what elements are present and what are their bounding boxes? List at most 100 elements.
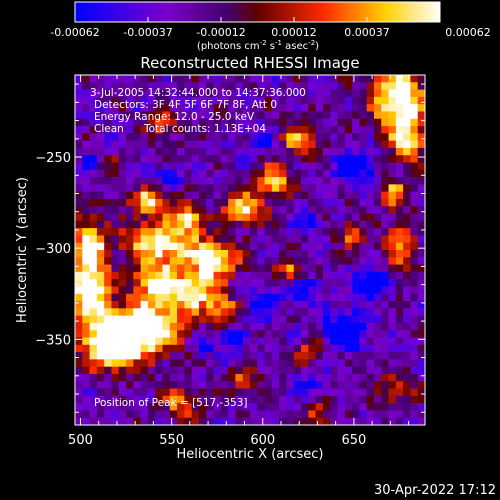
heatmap-cell <box>337 293 346 302</box>
heatmap-cell <box>271 395 280 404</box>
heatmap-cell <box>257 133 265 142</box>
heatmap-cell <box>322 155 331 163</box>
heatmap-cell <box>191 155 200 163</box>
heatmap-cell <box>191 104 200 112</box>
heatmap-cell <box>395 344 404 353</box>
heatmap-cell <box>177 155 185 163</box>
heatmap-cell <box>417 322 426 331</box>
heatmap-cell <box>279 286 287 295</box>
heatmap-cell <box>191 96 200 105</box>
heatmap-cell <box>403 366 411 375</box>
heatmap-cell <box>126 322 134 331</box>
heatmap-cell <box>395 403 404 411</box>
heatmap-cell <box>373 177 382 185</box>
heatmap-cell <box>140 388 149 397</box>
heatmap-cell <box>82 169 90 178</box>
heatmap-cell <box>388 344 397 353</box>
heatmap-cell <box>82 213 90 222</box>
heatmap-cell <box>75 147 83 156</box>
heatmap-cell <box>213 388 222 397</box>
heatmap-cell <box>315 366 324 375</box>
heatmap-cell <box>344 235 353 244</box>
heatmap-cell <box>206 228 214 236</box>
heatmap-cell <box>228 395 236 404</box>
heatmap-cell <box>198 410 207 419</box>
heatmap-cell <box>111 104 120 112</box>
heatmap-cell <box>118 257 127 265</box>
heatmap-cell <box>177 322 185 331</box>
heatmap-cell <box>162 279 171 287</box>
heatmap-cell <box>133 213 142 222</box>
heatmap-cell <box>213 177 222 185</box>
heatmap-cell <box>169 140 178 149</box>
heatmap-cell <box>271 133 280 142</box>
heatmap-cell <box>206 213 214 222</box>
heatmap-cell <box>184 104 193 112</box>
heatmap-cell <box>373 395 382 404</box>
heatmap-cell <box>198 388 207 397</box>
colorbar-tick-label: -0.00012 <box>196 26 245 39</box>
heatmap-cell <box>250 104 258 112</box>
heatmap-cell <box>89 89 98 98</box>
heatmap-cell <box>126 155 134 163</box>
heatmap-cell <box>75 388 83 397</box>
heatmap-cell <box>191 271 200 280</box>
heatmap-cell <box>198 301 207 309</box>
heatmap-cell <box>264 104 273 112</box>
heatmap-cell <box>403 155 411 163</box>
heatmap-cell <box>359 177 368 185</box>
annotation-energy-range: Energy Range: 12.0 - 25.0 keV <box>94 111 255 123</box>
heatmap-cell <box>191 147 200 156</box>
heatmap-cell <box>322 308 331 317</box>
heatmap-cell <box>133 330 142 338</box>
heatmap-cell <box>89 388 98 397</box>
heatmap-cell <box>337 388 346 397</box>
heatmap-cell <box>220 213 229 222</box>
heatmap-cell <box>220 82 229 90</box>
heatmap-cell <box>279 242 287 251</box>
heatmap-cell <box>126 111 134 120</box>
heatmap-cell <box>352 388 360 397</box>
heatmap-cell <box>308 177 317 185</box>
heatmap-cell <box>191 220 200 229</box>
heatmap-cell <box>271 352 280 360</box>
heatmap-cell <box>213 191 222 200</box>
heatmap-cell <box>242 140 251 149</box>
heatmap-cell <box>388 104 397 112</box>
heatmap-cell <box>82 359 90 368</box>
heatmap-cell <box>242 366 251 375</box>
heatmap-cell <box>126 403 134 411</box>
heatmap-cell <box>235 155 244 163</box>
heatmap-cell <box>330 417 338 426</box>
heatmap-cell <box>140 250 149 258</box>
heatmap-cell <box>213 82 222 90</box>
heatmap-cell <box>308 111 317 120</box>
heatmap-cell <box>242 147 251 156</box>
heatmap-cell <box>410 366 419 375</box>
heatmap-cell <box>82 308 90 317</box>
heatmap-cell <box>410 198 419 207</box>
heatmap-cell <box>89 373 98 382</box>
heatmap-cell <box>315 140 324 149</box>
heatmap-cell <box>177 184 185 193</box>
heatmap-cell <box>89 213 98 222</box>
heatmap-cell <box>184 82 193 90</box>
heatmap-cell <box>366 330 375 338</box>
heatmap-cell <box>155 403 163 411</box>
heatmap-cell <box>330 352 338 360</box>
colorbar-unit-label: (photons cm-2 s-1 asec-2) <box>197 39 319 52</box>
heatmap-cell <box>264 162 273 171</box>
heatmap-cell <box>286 220 295 229</box>
heatmap-cell <box>322 330 331 338</box>
heatmap-cell <box>82 293 90 302</box>
heatmap-cell <box>373 279 382 287</box>
heatmap-cell <box>417 301 426 309</box>
heatmap-cell <box>410 155 419 163</box>
heatmap-cell <box>89 228 98 236</box>
heatmap-cell <box>388 118 397 127</box>
heatmap-cell <box>337 344 346 353</box>
heatmap-cell <box>301 104 309 112</box>
heatmap-cell <box>279 359 287 368</box>
heatmap-cell <box>184 250 193 258</box>
heatmap-cell <box>206 271 214 280</box>
